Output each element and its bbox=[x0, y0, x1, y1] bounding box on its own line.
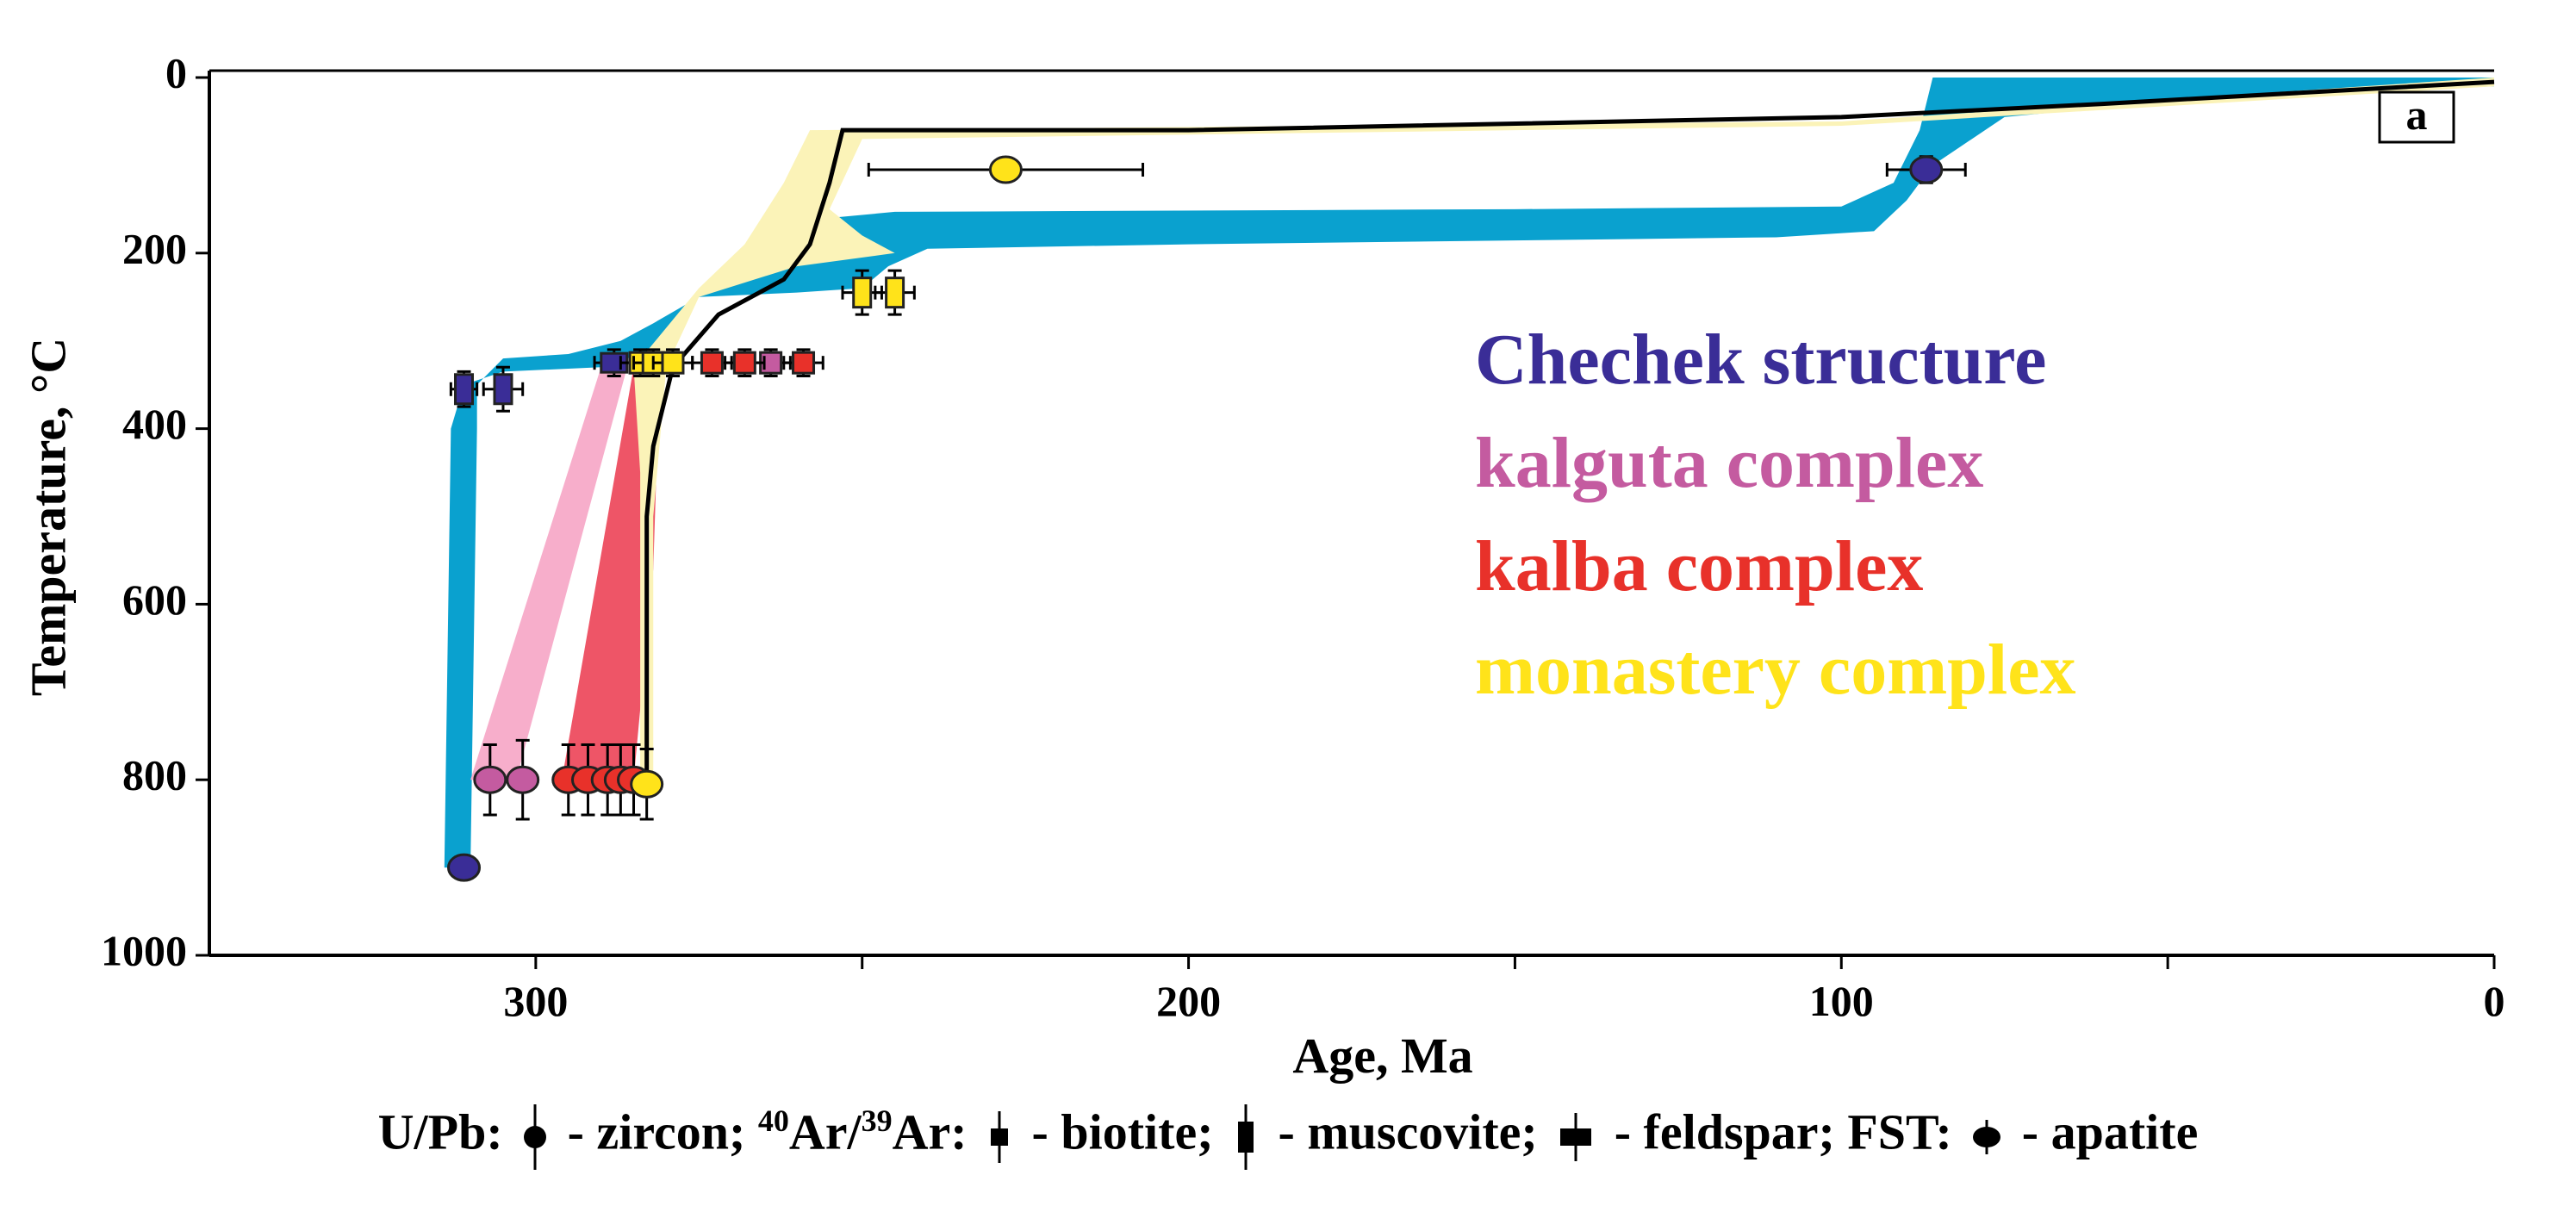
y-tick-label: 600 bbox=[122, 575, 187, 624]
marker bbox=[1909, 155, 1944, 184]
caption-text: FST: bbox=[1847, 1103, 1952, 1160]
caption-text: Ar/ bbox=[788, 1103, 862, 1160]
legend-text: kalba complex bbox=[1475, 526, 1923, 606]
marker bbox=[506, 765, 540, 794]
caption-text: - muscovite; bbox=[1278, 1103, 1538, 1160]
cooling-band bbox=[444, 78, 2495, 868]
y-tick-label: 0 bbox=[165, 48, 187, 96]
marker bbox=[661, 351, 685, 375]
x-tick-label: 100 bbox=[1809, 977, 1874, 1025]
caption-text: Ar: bbox=[892, 1103, 968, 1160]
caption-text: - feldspar; bbox=[1614, 1103, 1835, 1160]
data-point bbox=[874, 269, 916, 316]
x-tick-label: 200 bbox=[1156, 977, 1221, 1025]
y-axis-title: Temperature, °C bbox=[20, 338, 76, 696]
legend-text: kalguta complex bbox=[1475, 423, 1983, 503]
marker bbox=[630, 769, 664, 799]
cooling-band bbox=[633, 78, 2495, 780]
marker bbox=[473, 765, 507, 794]
caption-text: 39 bbox=[861, 1103, 893, 1138]
data-point bbox=[473, 743, 507, 817]
cooling-band bbox=[562, 367, 660, 780]
x-tick-label: 0 bbox=[2484, 977, 2505, 1025]
marker bbox=[493, 373, 513, 406]
y-tick-label: 200 bbox=[122, 224, 187, 272]
data-point bbox=[1885, 155, 1967, 184]
cooling-band bbox=[470, 367, 627, 780]
marker bbox=[454, 373, 475, 406]
feldspar-icon bbox=[1560, 1113, 1592, 1162]
y-tick-label: 800 bbox=[122, 751, 187, 799]
data-point bbox=[651, 348, 694, 377]
chart: Age, Ma Temperature, °C 300 200 100 0020040… bbox=[20, 48, 2505, 1084]
data-point bbox=[867, 155, 1145, 184]
data-point bbox=[724, 348, 766, 377]
legend-text: Chechek structure bbox=[1475, 320, 2046, 400]
panel-label: a bbox=[2406, 90, 2428, 139]
data-point bbox=[447, 853, 482, 882]
caption-text: 40 bbox=[757, 1103, 789, 1138]
marker bbox=[732, 351, 756, 375]
apatite-icon bbox=[1973, 1120, 2001, 1155]
y-tick-label: 1000 bbox=[101, 926, 187, 974]
x-axis-title: Age, Ma bbox=[1292, 1028, 1472, 1084]
data-point bbox=[482, 365, 525, 413]
y-tick-label: 400 bbox=[122, 400, 187, 448]
data-point bbox=[506, 738, 540, 821]
caption-text: - biotite; bbox=[1031, 1103, 1214, 1160]
data-point bbox=[630, 748, 664, 821]
marker bbox=[700, 351, 724, 375]
marker bbox=[792, 351, 816, 375]
plot-area bbox=[444, 78, 2495, 882]
marker bbox=[885, 277, 905, 309]
panel-label-box bbox=[2378, 90, 2455, 144]
caption-text: - zircon; bbox=[567, 1103, 746, 1160]
marker bbox=[988, 155, 1023, 184]
muscovite-icon bbox=[1238, 1104, 1254, 1171]
zircon-icon bbox=[524, 1104, 547, 1171]
marker bbox=[852, 277, 873, 309]
caption-text: - apatite bbox=[2021, 1103, 2199, 1160]
caption: U/Pb: - zircon; 40Ar/39Ar: - biotite; - … bbox=[0, 1103, 2576, 1172]
x-tick-label: 300 bbox=[503, 977, 568, 1025]
cooling-path bbox=[644, 79, 2495, 780]
biotite-icon bbox=[991, 1111, 1009, 1164]
data-point bbox=[782, 348, 824, 377]
data-point bbox=[449, 370, 479, 408]
legend-text: monastery complex bbox=[1475, 630, 2076, 710]
marker bbox=[447, 853, 482, 882]
caption-text: U/Pb: bbox=[377, 1103, 503, 1160]
